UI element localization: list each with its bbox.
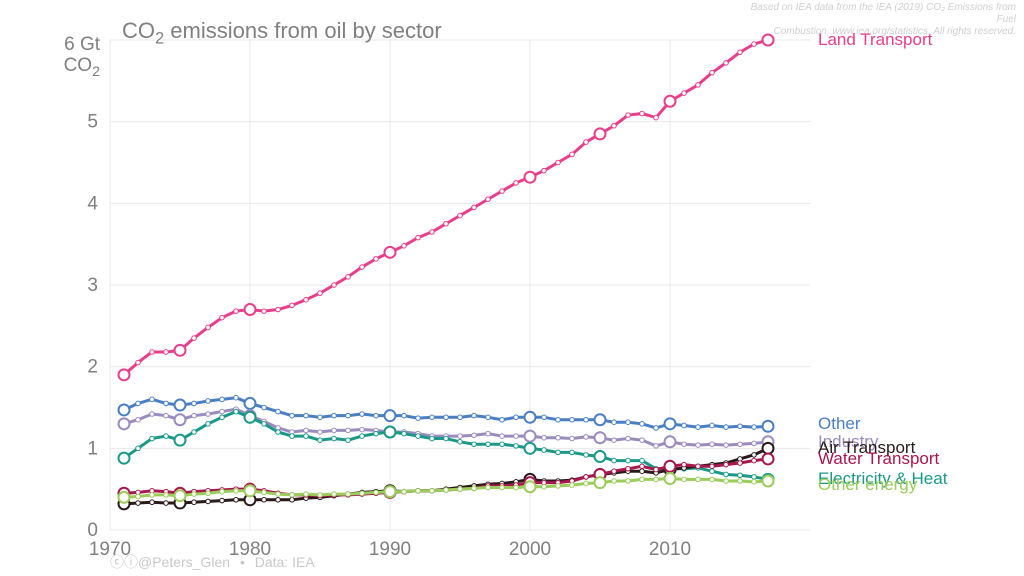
- svg-text:5: 5: [87, 112, 98, 133]
- chart-title: CO2 emissions from oil by sector: [122, 18, 442, 48]
- series-label: Water Transport: [818, 449, 939, 469]
- footer-credit: ⓒⓘ@Peters_Glen • Data: IEA: [110, 552, 315, 572]
- svg-text:0: 0: [87, 520, 98, 541]
- svg-text:2010: 2010: [649, 539, 691, 560]
- svg-text:4: 4: [87, 193, 98, 214]
- y-axis-title: 6 GtCO2: [64, 35, 100, 80]
- svg-text:1: 1: [87, 438, 98, 459]
- svg-text:2000: 2000: [509, 539, 551, 560]
- svg-text:1990: 1990: [369, 539, 411, 560]
- series-label: Land Transport: [818, 30, 932, 50]
- series-label: Other energy: [818, 475, 917, 495]
- svg-text:3: 3: [87, 275, 98, 296]
- cc-icon: ⓒⓘ: [110, 554, 138, 570]
- svg-text:2: 2: [87, 357, 98, 378]
